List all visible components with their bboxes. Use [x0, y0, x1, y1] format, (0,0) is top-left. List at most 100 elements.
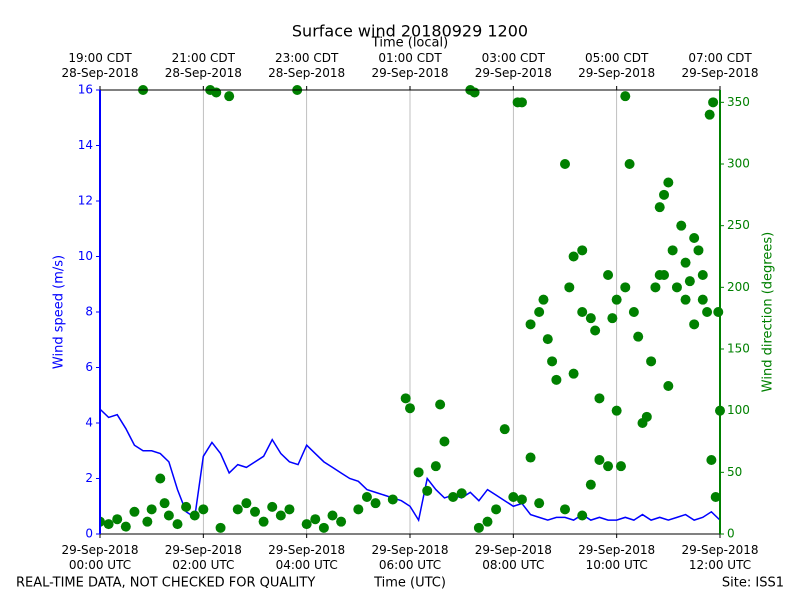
y-tick-label: 16: [78, 83, 93, 97]
wind-direction-point: [318, 522, 329, 533]
wind-direction-point: [155, 473, 166, 484]
wind-direction-point: [689, 319, 700, 330]
wind-direction-point: [607, 313, 618, 324]
wind-direction-point: [211, 87, 222, 98]
wind-direction-point: [713, 307, 724, 317]
y-tick-label: 4: [85, 416, 93, 430]
x-tick-label-line: 00:00 UTC: [69, 558, 131, 572]
wind-direction-point: [697, 294, 708, 305]
y-tick-label: 14: [78, 138, 93, 152]
wind-direction-point: [641, 411, 652, 422]
wind-direction-point: [663, 177, 674, 188]
x-tick-label-line: 29-Sep-2018: [268, 543, 345, 557]
wind-direction-point: [704, 109, 715, 120]
wind-direction-point: [120, 521, 131, 532]
wind-direction-point: [129, 506, 140, 517]
wind-direction-point: [103, 519, 114, 530]
x2-tick-label-line: 03:00 CDT: [482, 51, 546, 65]
wind-direction-point: [667, 245, 678, 256]
x2-tick-label: 01:00 CDT 29-Sep-2018: [371, 51, 448, 80]
wind-direction-point: [146, 504, 157, 515]
wind-direction-point: [301, 519, 312, 530]
wind-direction-point: [568, 251, 579, 262]
wind-direction-point: [585, 313, 596, 324]
x-tick-label-line: 29-Sep-2018: [475, 543, 552, 557]
x2-tick-label: 03:00 CDT 29-Sep-2018: [475, 51, 552, 80]
wind-direction-point: [659, 270, 670, 280]
y-tick-label: 6: [85, 360, 93, 374]
wind-direction-point: [534, 498, 545, 509]
wind-direction-point: [284, 504, 295, 515]
x2-tick-label-line: 29-Sep-2018: [475, 66, 552, 80]
wind-direction-point: [353, 504, 364, 515]
wind-direction-point: [633, 331, 644, 342]
wind-direction-point: [361, 492, 372, 502]
wind-direction-point: [435, 399, 446, 410]
wind-direction-point: [258, 516, 269, 527]
wind-direction-point: [327, 510, 338, 521]
x2-tick-label-line: 05:00 CDT: [585, 51, 649, 65]
wind-direction-point: [525, 319, 536, 330]
y2-tick-label: 200: [727, 280, 750, 294]
y-tick-label: 8: [85, 305, 93, 319]
wind-direction-point: [663, 381, 674, 391]
wind-direction-point: [499, 424, 510, 435]
wind-direction-point: [142, 516, 153, 527]
x-tick-label-line: 12:00 UTC: [689, 558, 751, 572]
wind-direction-point: [547, 356, 558, 367]
x-tick-label-line: 29-Sep-2018: [61, 543, 138, 557]
x-tick-label-line: 29-Sep-2018: [681, 543, 758, 557]
wind-direction-point: [336, 516, 347, 527]
wind-direction-point: [405, 403, 415, 414]
x-tick-label: 29-Sep-2018 00:00 UTC: [61, 543, 138, 572]
wind-direction-point: [310, 514, 321, 525]
x2-tick-label-line: 21:00 CDT: [172, 51, 236, 65]
wind-direction-point: [706, 455, 717, 465]
y2-tick-label: 100: [727, 403, 750, 417]
wind-direction-point: [430, 461, 441, 472]
wind-direction-point: [577, 245, 588, 256]
x2-tick-label-line: 29-Sep-2018: [371, 66, 448, 80]
wind-direction-point: [560, 504, 570, 515]
y-tick-label: 10: [78, 249, 93, 263]
wind-direction-point: [534, 307, 545, 317]
wind-direction-point: [232, 504, 243, 515]
y2-axis-label: Wind direction (degrees): [761, 232, 776, 392]
wind-direction-point: [624, 159, 635, 169]
wind-direction-point: [646, 356, 657, 367]
x2-tick-label-line: 28-Sep-2018: [61, 66, 138, 80]
x2-tick-label: 23:00 CDT 28-Sep-2018: [268, 51, 345, 80]
y2-tick-label: 50: [727, 465, 742, 479]
wind-direction-point: [542, 334, 553, 345]
wind-direction-point: [676, 220, 687, 231]
x-tick-label-line: 02:00 UTC: [172, 558, 234, 572]
wind-direction-point: [654, 202, 665, 213]
x-tick-label-line: 04:00 UTC: [276, 558, 338, 572]
wind-direction-point: [159, 498, 170, 509]
wind-direction-point: [551, 374, 562, 385]
wind-direction-point: [594, 393, 605, 404]
wind-direction-point: [181, 501, 192, 512]
wind-direction-point: [241, 498, 252, 509]
wind-direction-point: [689, 233, 700, 243]
wind-direction-point: [594, 455, 605, 465]
x-tick-label-line: 29-Sep-2018: [371, 543, 448, 557]
wind-direction-point: [590, 325, 601, 336]
x2-tick-label-line: 23:00 CDT: [275, 51, 339, 65]
y2-tick-label: 150: [727, 342, 750, 356]
y2-tick-label: 350: [727, 95, 750, 109]
wind-direction-point: [422, 485, 433, 496]
wind-direction-point: [508, 492, 519, 502]
wind-direction-point: [710, 492, 721, 502]
wind-direction-point: [491, 504, 502, 515]
y-tick-label: 0: [85, 527, 93, 541]
wind-direction-point: [628, 307, 639, 317]
wind-direction-point: [560, 159, 570, 169]
wind-direction-point: [172, 519, 183, 530]
wind-direction-point: [516, 97, 527, 108]
wind-direction-point: [650, 282, 661, 293]
y-tick-label: 2: [85, 471, 93, 485]
wind-direction-point: [525, 452, 536, 463]
